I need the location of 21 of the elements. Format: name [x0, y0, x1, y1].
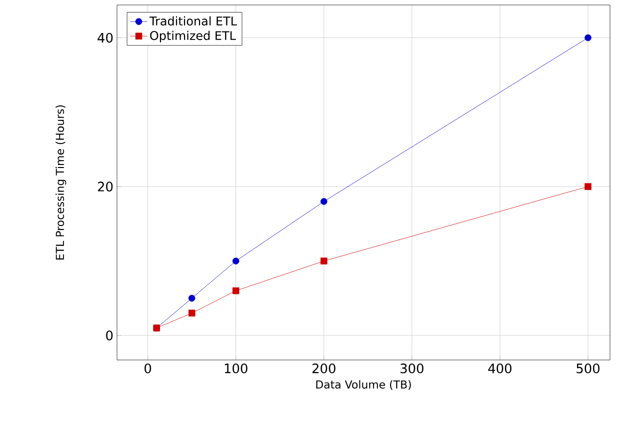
point	[232, 258, 240, 264]
x-tick-label: 500	[576, 364, 600, 374]
point	[188, 310, 196, 316]
x-tick-label: 0	[144, 364, 152, 374]
x-tick-label: 100	[224, 364, 248, 374]
y-tick-label: 0	[106, 330, 113, 340]
x-tick-label: 300	[400, 364, 424, 374]
x-tick-label: 400	[488, 364, 512, 374]
point	[320, 258, 328, 264]
y-axis-title: ETL Processing Time (Hours)	[56, 105, 66, 260]
point	[232, 287, 240, 294]
x-tick-label: 200	[312, 364, 336, 374]
point	[584, 183, 592, 190]
point	[584, 34, 592, 42]
legend-label: Optimized ETL	[150, 30, 236, 42]
point	[188, 294, 196, 302]
legend-label: Traditional ETL	[149, 16, 237, 26]
x-axis-title: Data Volume (TB)	[316, 380, 411, 390]
point	[320, 198, 328, 205]
y-tick-label: 40	[98, 32, 113, 43]
y-tick-label: 20	[98, 182, 113, 192]
